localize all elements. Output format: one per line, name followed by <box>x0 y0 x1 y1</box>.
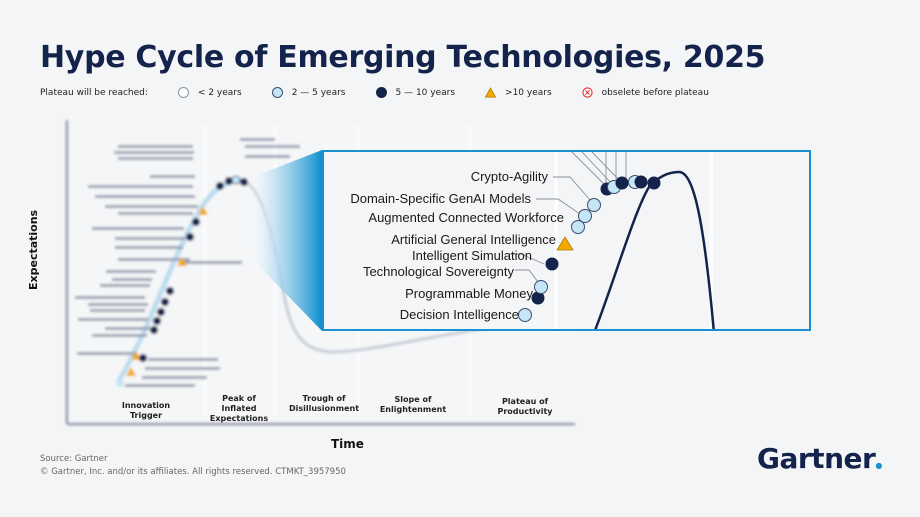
label-augmented-connected-workforce: Augmented Connected Workforce <box>368 210 564 225</box>
legend-item-label: 2 — 5 years <box>291 87 346 98</box>
legend: Plateau will be reached: < 2 years 2 — 5… <box>40 87 739 98</box>
light-blue-circle-icon <box>271 87 283 98</box>
label-programmable-money: Programmable Money <box>405 286 533 301</box>
red-x-circle-icon <box>582 87 593 98</box>
legend-item: >10 years <box>485 87 552 98</box>
label-decision-intelligence: Decision Intelligence <box>399 307 519 322</box>
white-circle-icon <box>177 87 189 98</box>
phase-plateau: Plateau of Productivity <box>497 397 553 416</box>
label-agi: Artificial General Intelligence <box>391 232 556 247</box>
phase-trough: Trough of Disillusionment <box>288 394 360 413</box>
orange-triangle-icon <box>485 87 497 98</box>
legend-item: 5 — 10 years <box>375 87 456 98</box>
source-text: Source: Gartner <box>40 454 108 464</box>
phase-peak: Peak of Inflated Expectations <box>209 394 269 423</box>
zoom-curve <box>508 152 715 329</box>
registered-mark-icon: ● <box>875 461 882 470</box>
phase-innovation-trigger: Innovation Trigger <box>121 401 171 420</box>
legend-label: Plateau will be reached: <box>40 87 148 98</box>
legend-item-label: obselete before plateau <box>601 87 709 98</box>
label-domain-specific-genai: Domain-Specific GenAI Models <box>350 191 531 206</box>
legend-item: 2 — 5 years <box>271 87 346 98</box>
page-title: Hype Cycle of Emerging Technologies, 202… <box>40 40 766 75</box>
y-axis-label: Expectations <box>27 209 40 290</box>
label-intelligent-simulation: Intelligent Simulation <box>412 248 532 263</box>
dark-blue-circle-icon <box>375 87 387 98</box>
legend-item: obselete before plateau <box>582 87 709 98</box>
footer: Source: Gartner © Gartner, Inc. and/or i… <box>40 453 346 479</box>
zoom-inset: Crypto-Agility Domain-Specific GenAI Mod… <box>322 150 811 331</box>
label-crypto-agility: Crypto-Agility <box>470 169 548 184</box>
gartner-logo: Gartner● <box>757 442 882 475</box>
label-technological-sovereignty: Technological Sovereignty <box>362 264 514 279</box>
phase-slope: Slope of Enlightenment <box>379 395 447 414</box>
logo-text: Gartner <box>757 442 876 475</box>
legend-item-label: 5 — 10 years <box>395 87 456 98</box>
copyright-text: © Gartner, Inc. and/or its affiliates. A… <box>40 467 346 477</box>
legend-item-label: >10 years <box>505 87 552 98</box>
legend-item-label: < 2 years <box>197 87 242 98</box>
legend-item: < 2 years <box>177 87 242 98</box>
x-axis-label: Time <box>331 437 364 451</box>
